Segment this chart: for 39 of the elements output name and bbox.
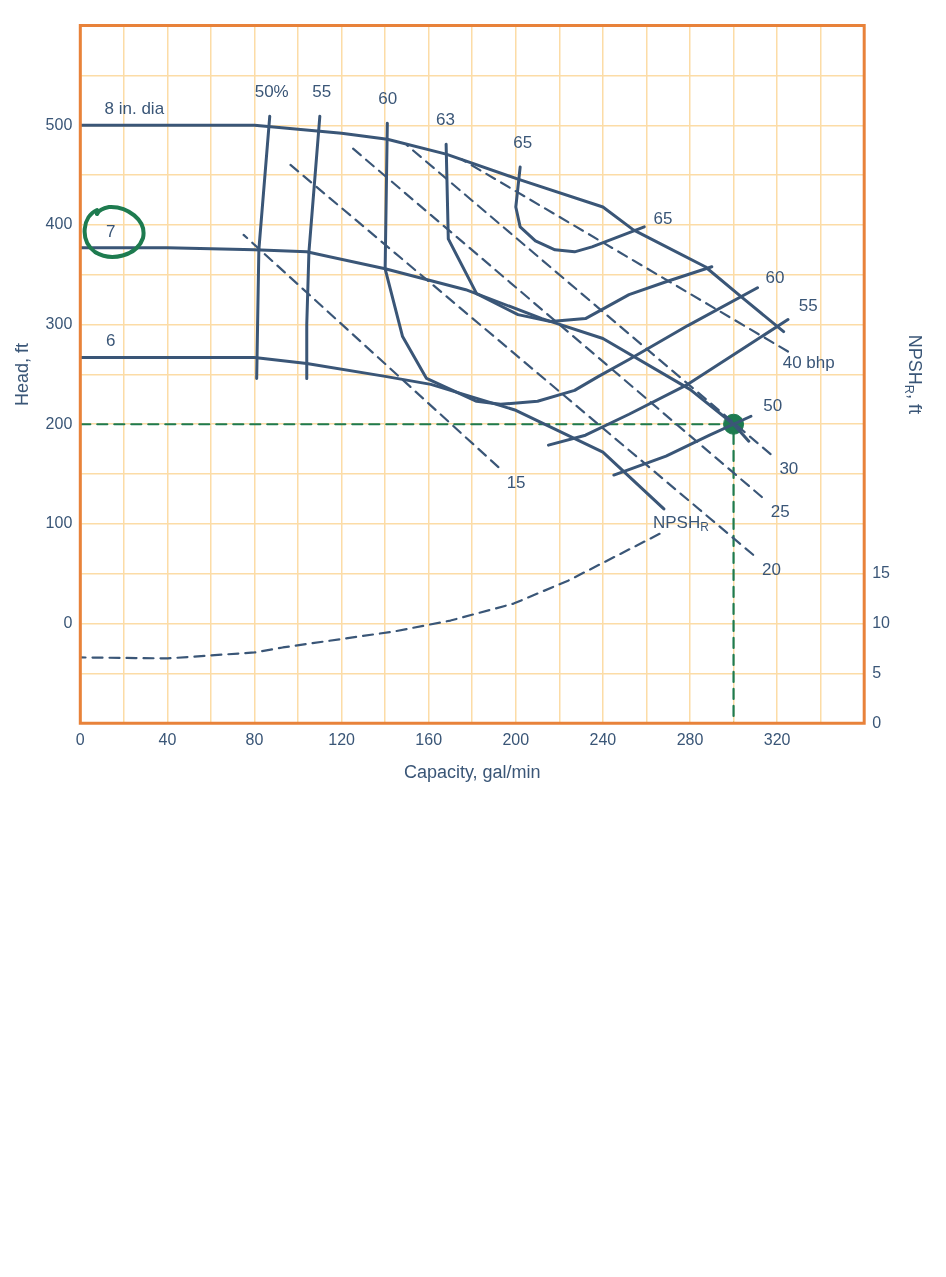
x-tick-label: 80 xyxy=(245,731,264,749)
y2-tick-label: 15 xyxy=(872,564,891,582)
y2-tick-label: 0 xyxy=(872,713,882,731)
x-tick-label: 120 xyxy=(328,731,356,749)
y-tick-label: 400 xyxy=(45,215,73,233)
series-label: 25 xyxy=(770,502,790,522)
series-label: 60 xyxy=(765,267,785,287)
x-axis-title: Capacity, gal/min xyxy=(403,762,541,783)
y2-tick-label: 5 xyxy=(872,663,882,681)
y2-axis-title: NPSHR, ft xyxy=(902,334,926,414)
y-axis-title: Head, ft xyxy=(11,342,32,406)
series-label: 55 xyxy=(798,296,818,316)
y-tick-label: 0 xyxy=(63,613,73,631)
series-label: 7 xyxy=(106,221,116,241)
x-tick-label: 40 xyxy=(158,731,177,749)
y-tick-label: 500 xyxy=(45,115,73,133)
text: 65 xyxy=(513,132,533,152)
x-tick-label: 280 xyxy=(676,731,704,749)
series-label: 20 xyxy=(762,559,781,579)
series-label: 40 bhp xyxy=(782,353,835,373)
series-label: 50% xyxy=(254,82,289,102)
series-label: 65 xyxy=(653,209,673,229)
y2-tick-label: 10 xyxy=(872,613,891,631)
x-tick-label: 240 xyxy=(589,731,617,749)
y-tick-label: 200 xyxy=(45,414,73,432)
series-label: 8 in. dia xyxy=(104,98,165,118)
series-label: 55 xyxy=(312,82,332,102)
series-label: 30 xyxy=(779,459,799,479)
series-label: 15 xyxy=(506,472,526,492)
x-tick-label: 0 xyxy=(75,731,85,749)
text: 60 xyxy=(378,88,398,108)
x-tick-label: 160 xyxy=(415,731,443,749)
x-tick-label: 200 xyxy=(502,731,530,749)
x-tick-label: 320 xyxy=(763,731,791,749)
y-tick-label: 100 xyxy=(45,514,73,532)
series-label: 63 xyxy=(436,109,456,129)
y-tick-label: 300 xyxy=(45,314,73,332)
series-label: 6 xyxy=(106,331,116,351)
series-label: 50 xyxy=(763,395,783,415)
